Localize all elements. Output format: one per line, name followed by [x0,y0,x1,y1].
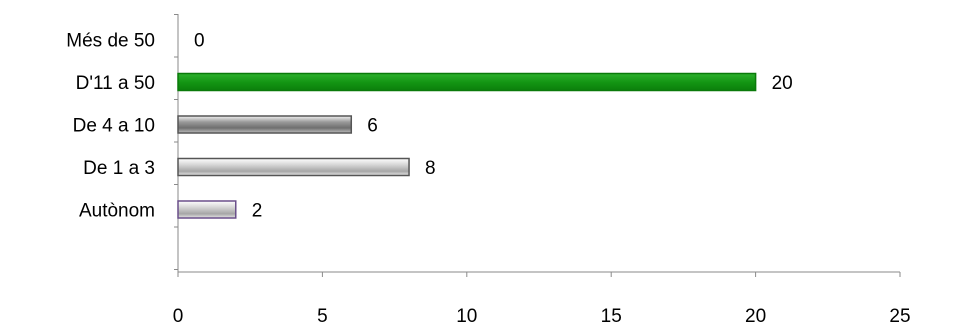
category-label: De 4 a 10 [73,116,155,137]
category-label: Autònom [79,201,155,222]
category-label: De 1 a 3 [83,158,155,179]
data-label: 6 [367,116,378,137]
axes-layer [174,14,901,277]
data-label: 0 [194,31,205,52]
bar [177,200,237,219]
data-label: 2 [252,201,263,222]
category-label: D'11 a 50 [76,73,155,94]
bar [177,72,757,92]
bar [177,115,353,134]
x-tick-label: 25 [889,306,910,327]
category-label: Més de 50 [66,31,155,52]
data-label: 8 [425,158,436,179]
x-tick-label: 5 [317,306,328,327]
x-tick-label: 20 [745,306,766,327]
x-tick-label: 10 [456,306,477,327]
labels-layer: 0 5 10 15 20 25 Més de 50 0 D'11 a 50 20 De 4 a 10… [66,31,910,328]
x-tick-label: 0 [173,306,184,327]
data-label: 20 [772,73,793,94]
x-tick-label: 15 [601,306,622,327]
bars-layer [177,72,757,219]
bar [177,157,410,177]
